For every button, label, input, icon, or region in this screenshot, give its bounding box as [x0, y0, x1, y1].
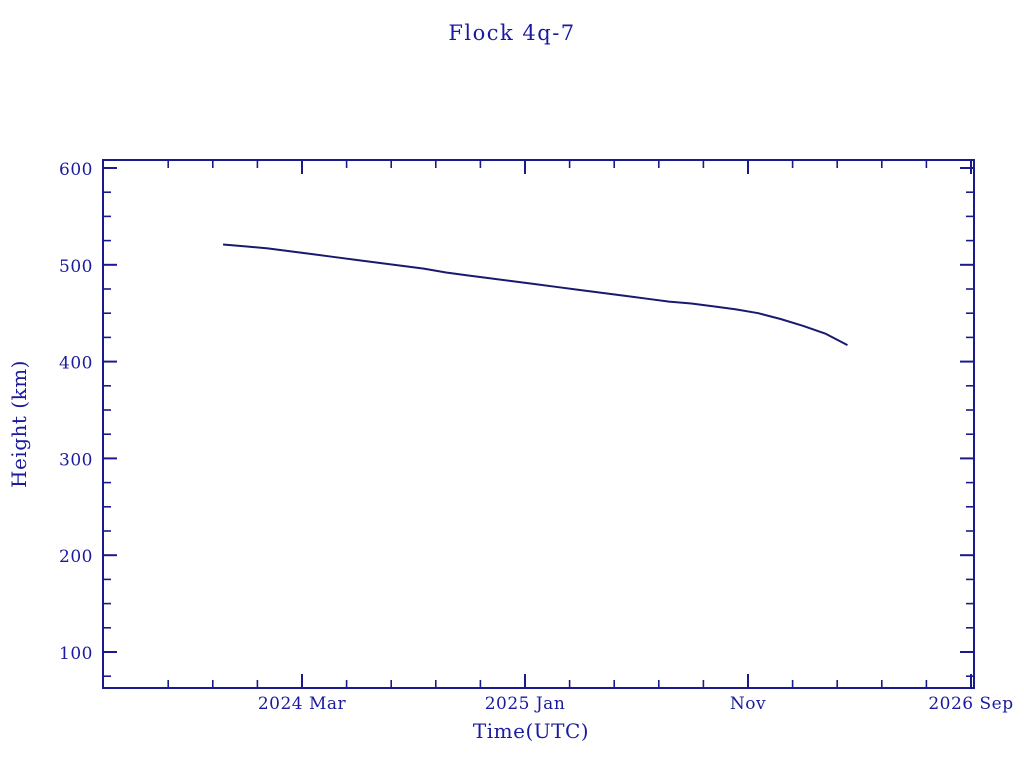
axis-ticks [103, 160, 974, 688]
y-tick-label: 500 [59, 257, 93, 277]
x-tick-label: 2025 Jan [485, 694, 566, 714]
y-tick-label: 300 [59, 450, 93, 470]
x-axis-title: Time(UTC) [473, 719, 589, 743]
data-series-line-0 [222, 243, 848, 347]
x-tick-label: 2026 Sep [928, 694, 1013, 714]
y-axis-title: Height (km) [7, 360, 31, 488]
y-axis-tick-labels: 100 200 300 400 500 600 [59, 160, 93, 664]
y-tick-label: 400 [59, 354, 93, 374]
y-tick-label: 600 [59, 160, 93, 180]
x-tick-label: Nov [730, 694, 766, 714]
chart-title: Flock 4q-7 [448, 21, 575, 45]
x-tick-label: 2024 Mar [258, 694, 347, 714]
y-tick-label: 100 [59, 644, 93, 664]
y-tick-label: 200 [59, 547, 93, 567]
plot-frame [102, 159, 975, 689]
data-series-group [222, 243, 848, 347]
x-axis-tick-labels: 2024 Mar 2025 Jan Nov 2026 Sep [258, 694, 1013, 714]
